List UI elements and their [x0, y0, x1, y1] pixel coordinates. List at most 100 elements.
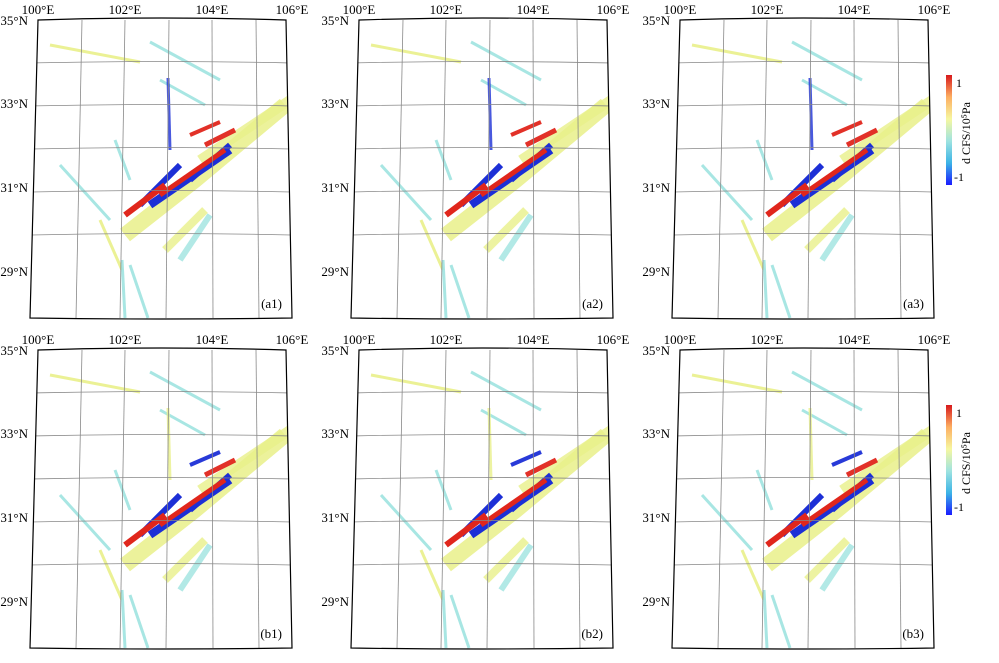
- parallel: [672, 391, 934, 394]
- colorbar-title: d CFS/10⁵Pa: [959, 431, 973, 494]
- fault-trace: [58, 163, 112, 222]
- fault-trace: [762, 259, 769, 319]
- panel-label: (b2): [581, 626, 603, 641]
- latitude-label: 29°N: [642, 264, 670, 279]
- stress-increase-band: [444, 512, 488, 548]
- longitude-label: 104°E: [838, 332, 871, 347]
- parallel: [30, 563, 292, 566]
- stress-increase-band: [479, 477, 548, 528]
- meridian-minor: [396, 349, 404, 649]
- parallel: [672, 147, 934, 150]
- fault-trace: [379, 493, 433, 552]
- stress-halo: [804, 537, 850, 583]
- latitude-label: 29°N: [321, 594, 349, 609]
- meridian: [119, 349, 126, 649]
- meridian: [761, 19, 768, 319]
- meridian-minor: [75, 349, 83, 649]
- latitude-label: 31°N: [642, 180, 670, 195]
- fault-trace: [740, 549, 766, 601]
- latitude-label: 33°N: [321, 96, 349, 111]
- fault-trace: [449, 594, 471, 649]
- colorbar-ramp: [946, 405, 952, 515]
- stress-increase-band: [123, 512, 167, 548]
- graticule: [351, 19, 613, 319]
- parallel: [351, 104, 613, 107]
- meridian-minor: [897, 19, 902, 319]
- parallel: [30, 520, 292, 523]
- latitude-label: 35°N: [642, 13, 670, 28]
- graticule: [30, 19, 292, 319]
- stress-halo: [518, 95, 613, 165]
- stress-increase-band: [845, 457, 879, 478]
- stress-halo: [839, 95, 934, 165]
- map-frame: [671, 17, 935, 320]
- parallel: [30, 190, 292, 193]
- meridian-minor: [576, 19, 581, 319]
- longitude-label: 104°E: [517, 2, 550, 17]
- parallel: [672, 190, 934, 193]
- meridian-minor: [576, 349, 581, 649]
- stress-increase-band: [203, 127, 237, 148]
- stress-increase-band: [123, 182, 167, 218]
- meridian-minor: [807, 19, 812, 319]
- fault-trace: [691, 373, 783, 394]
- parallel: [351, 391, 613, 394]
- stress-increase-band: [765, 512, 809, 548]
- fault-trace: [120, 589, 127, 649]
- parallel: [672, 434, 934, 437]
- parallel: [672, 233, 934, 236]
- stress-lobe: [510, 450, 542, 467]
- map-panel-b2: 100°E 102°E 104°E 106°E 35°N 33°N 31°N 29°N (b2): [321, 332, 630, 650]
- stress-halo: [483, 207, 529, 253]
- meridian-minor: [255, 349, 260, 649]
- parallel: [351, 563, 613, 566]
- map-content: [351, 349, 613, 649]
- latitude-label: 35°N: [321, 343, 349, 358]
- meridian-minor: [897, 349, 902, 649]
- latitude-label: 33°N: [642, 96, 670, 111]
- stress-halo: [483, 537, 529, 583]
- parallel: [351, 233, 613, 236]
- fault-trace: [58, 493, 112, 552]
- meridian: [853, 349, 856, 649]
- fault-trace: [441, 259, 448, 319]
- map-frame: [29, 347, 293, 650]
- meridian-minor: [717, 349, 725, 649]
- fault-trace: [419, 549, 445, 601]
- longitude-label: 104°E: [517, 332, 550, 347]
- longitude-label: 104°E: [196, 2, 229, 17]
- stress-halo: [120, 428, 291, 572]
- graticule: [30, 349, 292, 649]
- parallel: [672, 477, 934, 480]
- meridian: [211, 349, 214, 649]
- latitude-label: 29°N: [0, 594, 28, 609]
- fault-trace: [149, 40, 221, 82]
- latitude-label: 35°N: [321, 13, 349, 28]
- fault-trace: [449, 264, 471, 319]
- longitude-label: 104°E: [196, 332, 229, 347]
- longitude-label: 106°E: [597, 332, 630, 347]
- latitude-label: 33°N: [0, 426, 28, 441]
- longitude-label: 102°E: [751, 2, 784, 17]
- latitude-label: 33°N: [0, 96, 28, 111]
- longitude-label: 102°E: [751, 332, 784, 347]
- fault-trace: [370, 373, 462, 394]
- stress-lobe: [510, 120, 542, 137]
- stress-halo: [441, 98, 612, 242]
- stress-increase-band: [479, 147, 548, 198]
- meridian-minor: [165, 19, 170, 319]
- stress-halo: [162, 207, 208, 253]
- fault-trace: [370, 43, 462, 64]
- fault-trace: [49, 373, 141, 394]
- latitude-label: 33°N: [642, 426, 670, 441]
- stress-lobe: [189, 450, 221, 467]
- fault-trace: [470, 370, 542, 412]
- meridian-minor: [717, 19, 725, 319]
- map-content: [351, 19, 613, 319]
- meridian-minor: [165, 349, 170, 649]
- stress-lobe: [189, 120, 221, 137]
- colorbar-title: d CFS/10⁵Pa: [959, 101, 973, 164]
- parallel: [351, 477, 613, 480]
- stress-increase-band: [524, 457, 558, 478]
